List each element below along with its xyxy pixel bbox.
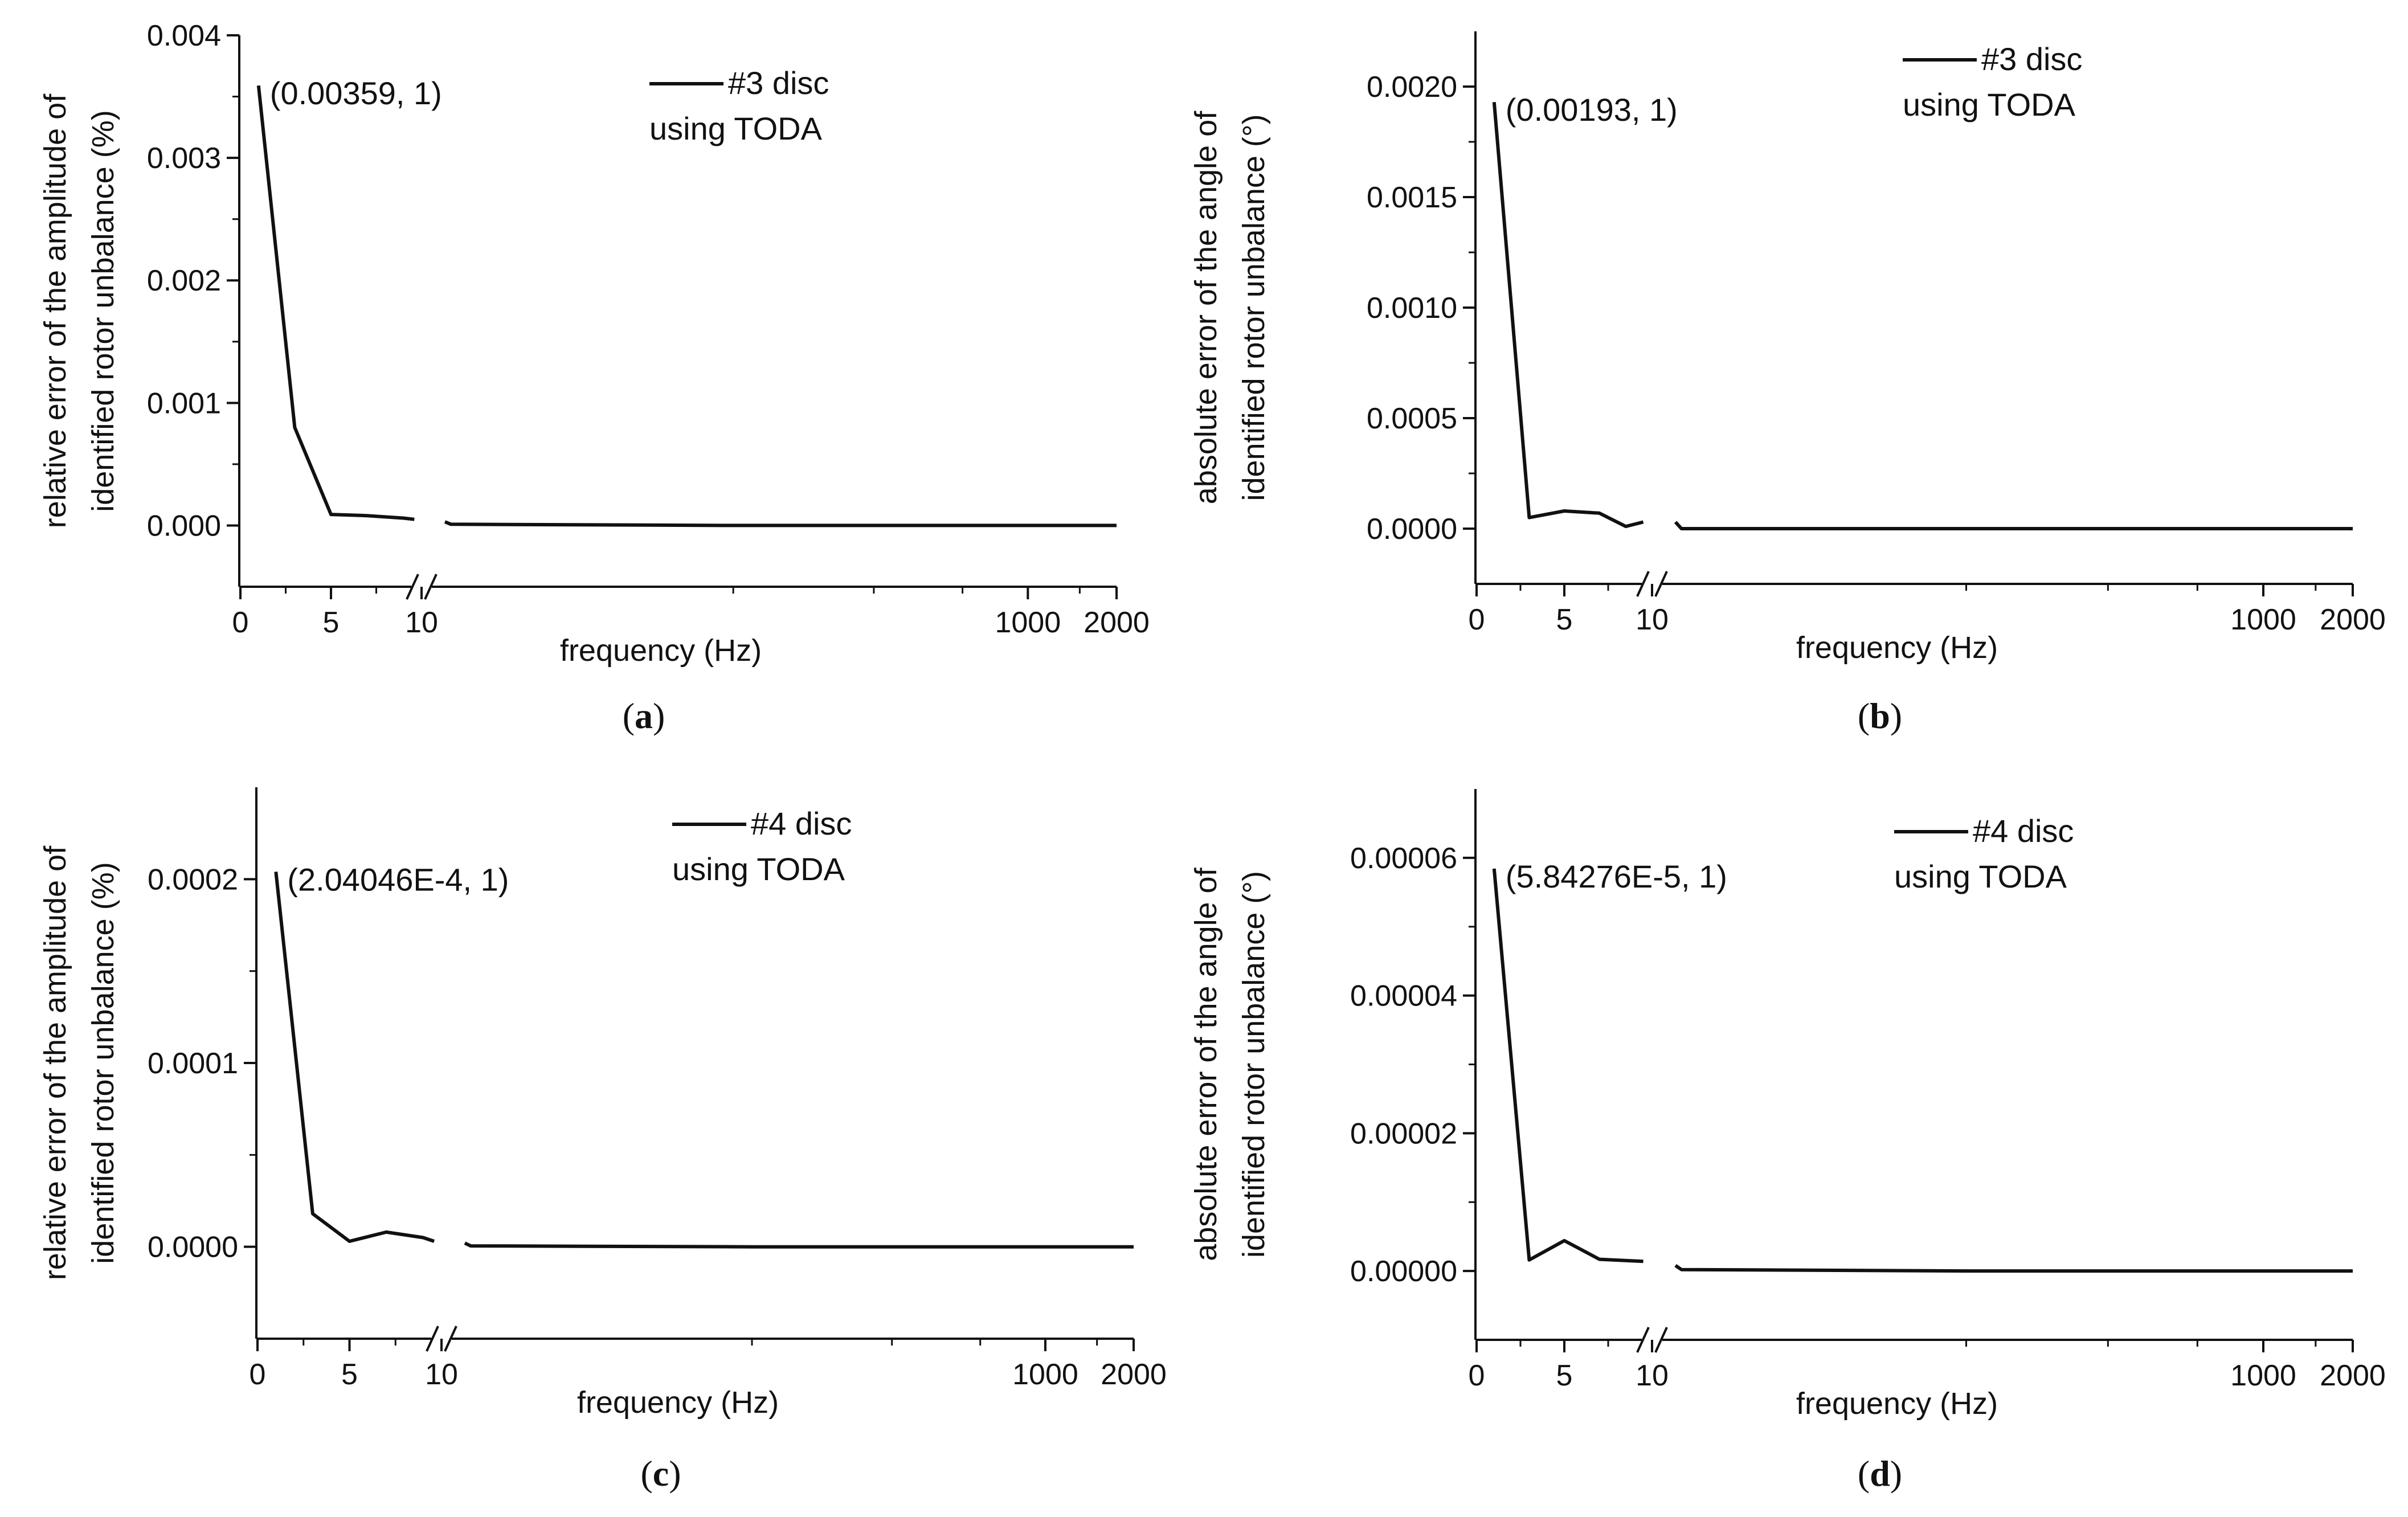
x-tick-label: 1000 xyxy=(2230,603,2296,636)
y-tick-label: 0.0001 xyxy=(148,1047,238,1080)
y-tick-label: 0.0010 xyxy=(1367,292,1457,325)
y-axis-label: absolute error of the angle of xyxy=(1189,111,1223,504)
x-tick-label: 1000 xyxy=(995,606,1061,639)
x-tick-label: 1000 xyxy=(2230,1359,2296,1392)
x-tick-label: 2000 xyxy=(2320,603,2386,636)
y-tick-label: 0.0015 xyxy=(1367,181,1457,214)
panel-letter: c xyxy=(653,1453,669,1494)
chart-d: 0.00000 0.00002 0.00004 0.00006 0 5 10 1000 2000… xyxy=(1189,789,2386,1494)
peak-annotation: (0.00193, 1) xyxy=(1506,92,1678,128)
legend-subtitle: using TODA xyxy=(1903,87,2076,122)
y-tick-label: 0.000 xyxy=(147,509,221,542)
panel-letter: d xyxy=(1870,1453,1890,1494)
legend-label: #4 disc xyxy=(751,805,852,841)
chart-a: 0.000 0.001 0.002 0.003 0.004 0 5 10 1000 2000 fre… xyxy=(38,19,1150,736)
x-tick-label: 10 xyxy=(405,606,438,639)
y-tick-label: 0.002 xyxy=(147,264,221,297)
chart-b: 0.0000 0.0005 0.0010 0.0015 0.0020 0 5 10 1000 20… xyxy=(1189,31,2386,736)
x-axis-label: frequency (Hz) xyxy=(577,1385,779,1420)
x-tick-label: 2000 xyxy=(1101,1358,1167,1391)
panel-label: (a) xyxy=(623,696,665,736)
y-axis-label: absolute error of the angle of xyxy=(1189,867,1223,1261)
axis-break-mark xyxy=(1654,1327,1668,1353)
y-tick-label: 0.004 xyxy=(147,19,221,52)
x-tick-label: 10 xyxy=(1636,603,1669,636)
legend-subtitle: using TODA xyxy=(672,851,845,887)
axis-break-mark xyxy=(1636,1327,1650,1353)
peak-annotation: (0.00359, 1) xyxy=(270,75,442,111)
y-tick-label: 0.0020 xyxy=(1367,71,1457,104)
series-line-low xyxy=(1492,868,1644,1264)
x-tick-label: 2000 xyxy=(2320,1359,2386,1392)
legend-label: #3 disc xyxy=(728,65,829,101)
y-tick-label: 0.00002 xyxy=(1350,1117,1457,1150)
legend-subtitle: using TODA xyxy=(649,111,823,146)
x-tick-label: 0 xyxy=(1469,1359,1485,1392)
x-tick-label: 0 xyxy=(232,606,249,639)
axis-break-mark xyxy=(1654,571,1668,597)
y-axis-label: identified rotor unbalance (°) xyxy=(1237,115,1271,501)
axis-break-mark xyxy=(424,574,438,600)
series-line-low xyxy=(274,871,435,1243)
series-line-high xyxy=(464,1241,1134,1249)
x-axis-label: frequency (Hz) xyxy=(1796,631,1998,665)
y-axis-label: identified rotor unbalance (%) xyxy=(86,110,120,512)
panel-label: (c) xyxy=(640,1453,681,1494)
x-tick-label: 1000 xyxy=(1012,1358,1078,1391)
panel-letter: a xyxy=(635,696,653,736)
x-tick-label: 2000 xyxy=(1084,606,1150,639)
x-tick-label: 0 xyxy=(250,1358,266,1391)
y-axis-label: identified rotor unbalance (%) xyxy=(86,862,120,1264)
y-tick-label: 0.00006 xyxy=(1350,842,1457,875)
series-line-high xyxy=(1674,1264,2353,1273)
x-tick-label: 0 xyxy=(1469,603,1485,636)
x-axis-label: frequency (Hz) xyxy=(560,633,762,668)
x-tick-label: 5 xyxy=(323,606,340,639)
panel-label: (d) xyxy=(1858,1453,1902,1494)
x-tick-label: 5 xyxy=(341,1358,358,1391)
y-axis-label: relative error of the amplitude of xyxy=(38,93,72,528)
y-tick-label: 0.0000 xyxy=(1367,513,1457,546)
panel-label: (b) xyxy=(1858,696,1902,736)
chart-c: 0.0000 0.0001 0.0002 0 5 10 1000 2000 frequency … xyxy=(38,787,1167,1494)
peak-annotation: (2.04046E-4, 1) xyxy=(287,861,509,897)
series-line-low xyxy=(1492,101,1644,529)
axis-break-mark xyxy=(444,1326,457,1352)
x-tick-label: 5 xyxy=(1556,1359,1573,1392)
y-axis-label: identified rotor unbalance (°) xyxy=(1237,871,1271,1258)
peak-annotation: (5.84276E-5, 1) xyxy=(1506,858,1727,894)
y-axis-label: relative error of the amplitude of xyxy=(38,845,72,1280)
series-line-low xyxy=(256,85,415,521)
y-tick-label: 0.003 xyxy=(147,142,221,175)
y-tick-label: 0.001 xyxy=(147,387,221,420)
y-tick-label: 0.0000 xyxy=(148,1231,238,1264)
series-line-high xyxy=(444,520,1117,528)
y-tick-label: 0.0002 xyxy=(148,863,238,896)
axis-break-mark xyxy=(1636,571,1650,597)
legend-subtitle: using TODA xyxy=(1894,858,2067,894)
panel-letter: b xyxy=(1870,696,1890,736)
series-line-high xyxy=(1674,521,2353,530)
x-tick-label: 5 xyxy=(1556,603,1573,636)
y-tick-label: 0.0005 xyxy=(1367,402,1457,435)
axis-break-mark xyxy=(406,574,419,600)
x-axis-label: frequency (Hz) xyxy=(1796,1387,1998,1421)
y-tick-label: 0.00000 xyxy=(1350,1255,1457,1288)
axis-break-mark xyxy=(426,1326,439,1352)
y-tick-label: 0.00004 xyxy=(1350,980,1457,1013)
x-tick-label: 10 xyxy=(425,1358,458,1391)
x-tick-label: 10 xyxy=(1636,1359,1669,1392)
legend-label: #4 disc xyxy=(1973,813,2074,849)
legend-label: #3 disc xyxy=(1981,41,2082,77)
